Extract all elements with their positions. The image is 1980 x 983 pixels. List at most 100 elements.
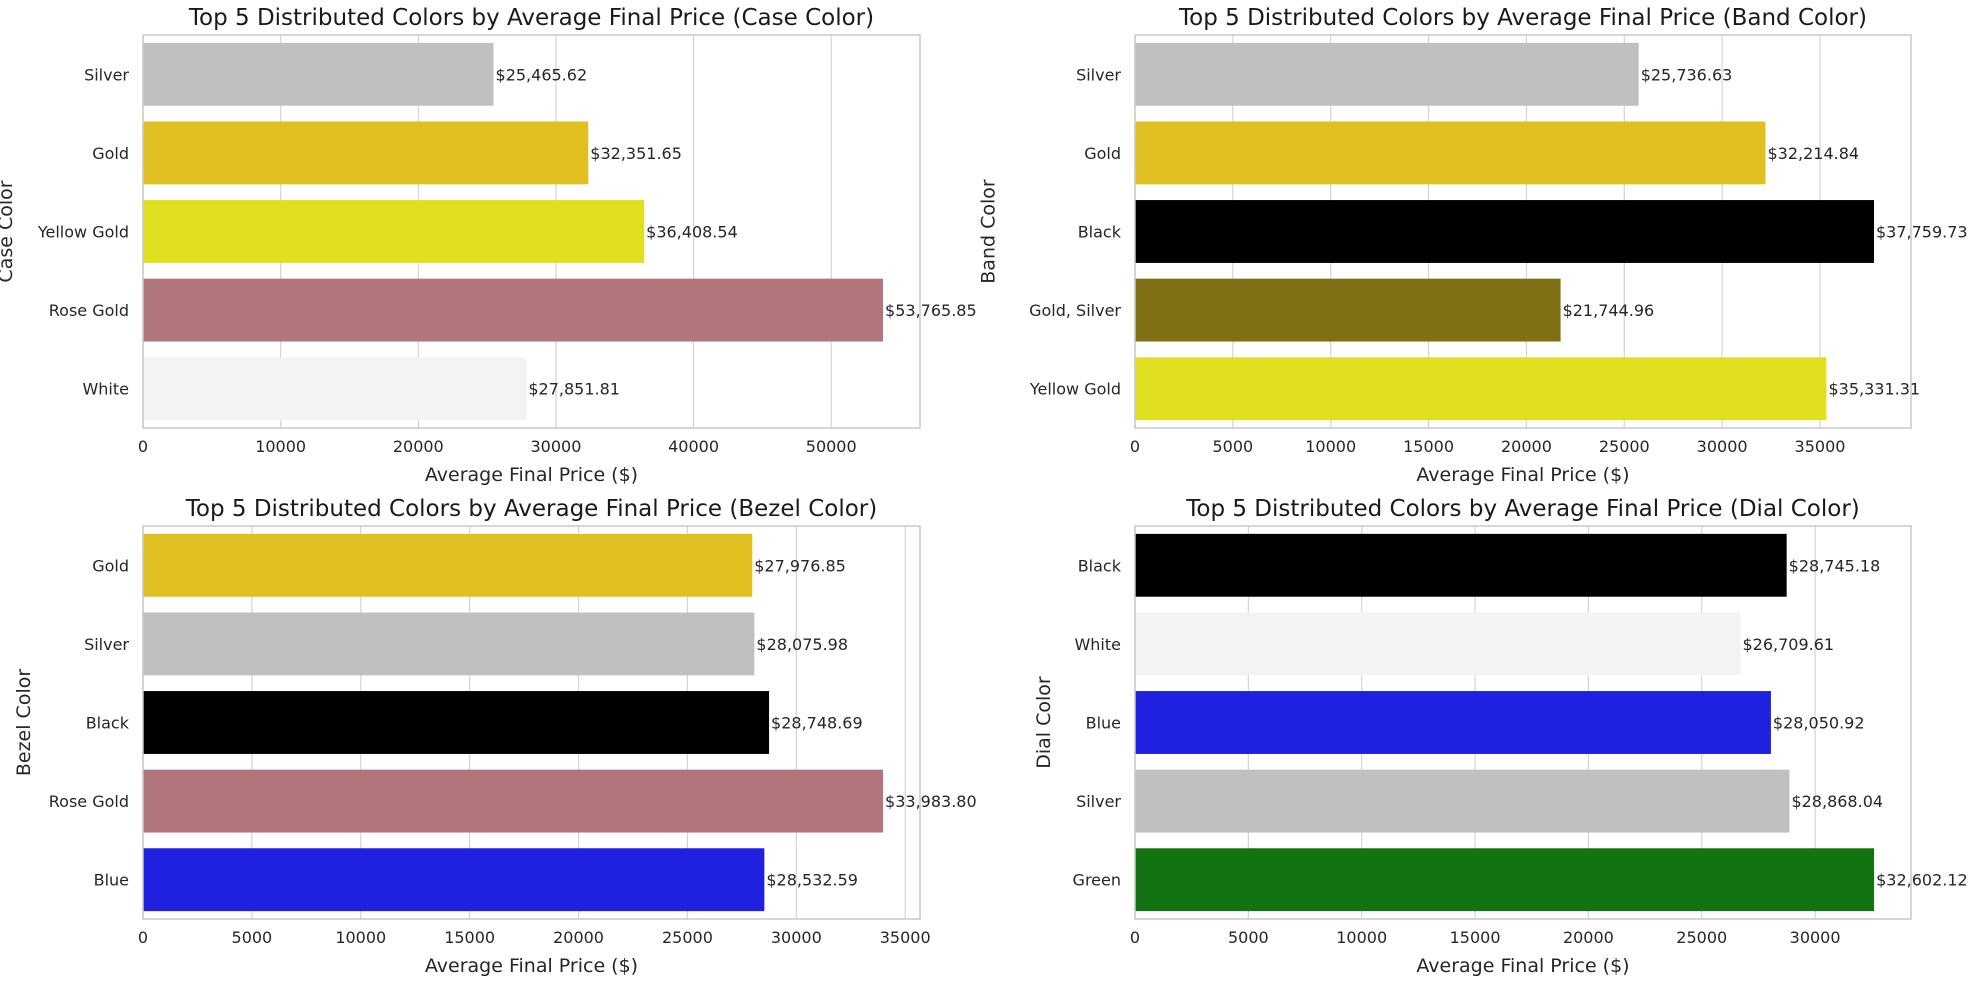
y-tick-label: Black [1078,223,1122,242]
x-tick-label: 25000 [1676,928,1727,947]
x-tick-label: 10000 [1336,928,1387,947]
data-label: $32,602.12 [1876,871,1968,890]
bar-blue [1135,691,1771,754]
chart-title: Top 5 Distributed Colors by Average Fina… [188,5,874,31]
bar-white [143,357,527,421]
data-label: $27,851.81 [528,380,620,399]
y-tick-label: Rose Gold [49,792,129,811]
data-label: $37,759.73 [1876,223,1968,242]
x-tick-label: 10000 [255,437,306,456]
data-label: $25,736.63 [1641,65,1733,84]
y-tick-label: White [1074,635,1121,654]
data-label: $32,214.84 [1767,144,1859,163]
plot-frame [142,34,921,429]
y-tick-label: Gold [1084,144,1121,163]
chart-title: Top 5 Distributed Colors by Average Fina… [1185,496,1860,522]
y-tick-label: Black [1078,556,1122,575]
bar-rose-gold [143,769,884,833]
x-tick-label: 0 [138,437,148,456]
x-tick-label: 15000 [1403,437,1454,456]
data-label: $25,465.62 [496,65,588,84]
bar-gold [143,121,589,185]
x-tick-label: 35000 [1795,437,1846,456]
y-tick-label: Gold [92,144,129,163]
y-tick-label: Rose Gold [49,301,129,320]
chart-title: Top 5 Distributed Colors by Average Fina… [1178,5,1867,31]
y-axis-label: Dial Color [1033,676,1055,769]
x-tick-label: 20000 [553,928,604,947]
data-label: $26,709.61 [1743,635,1835,654]
y-tick-label: Blue [94,871,129,890]
x-tick-label: 40000 [668,437,719,456]
x-tick-label: 25000 [1599,437,1650,456]
y-tick-label: White [82,380,129,399]
y-tick-label: Silver [1076,792,1121,811]
plot-frame [142,525,921,920]
bar-yellow-gold [1135,357,1827,421]
y-tick-label: Black [86,714,130,733]
bar-white [1135,612,1741,676]
bar-gold [1135,121,1766,185]
x-tick-label: 10000 [1305,437,1356,456]
bar-blue [143,848,765,912]
x-tick-label: 35000 [880,928,931,947]
x-tick-label: 50000 [806,437,857,456]
y-axis-label: Case Color [0,180,17,282]
bar-black [1135,200,1875,263]
data-label: $36,408.54 [646,223,738,242]
plot-frame [1134,34,1912,429]
data-label: $28,868.04 [1791,792,1883,811]
x-tick-label: 15000 [444,928,495,947]
x-tick-label: 0 [1130,928,1140,947]
data-label: $53,765.85 [885,301,977,320]
plot-frame [1134,525,1912,920]
bar-gold-silver [1135,278,1561,342]
chart-panel-1: $25,465.62 Silver $32,351.65 Gold $36,408.54… [0,5,977,486]
y-axis-label: Bezel Color [13,669,35,776]
data-label: $28,050.92 [1773,714,1865,733]
x-tick-label: 0 [1130,437,1140,456]
y-tick-label: Silver [84,65,129,84]
x-tick-label: 20000 [1501,437,1552,456]
data-label: $28,532.59 [766,871,858,890]
bar-rose-gold [143,278,884,342]
x-axis-label: Average Final Price ($) [1416,955,1629,977]
x-tick-label: 5000 [232,928,273,947]
y-tick-label: Yellow Gold [37,223,129,242]
y-tick-label: Silver [1076,65,1121,84]
x-tick-label: 5000 [1212,437,1253,456]
chart-panel-2: $25,736.63 Silver $32,214.84 Gold $37,759.73… [978,5,1968,486]
y-tick-label: Blue [1086,714,1121,733]
x-tick-label: 0 [138,928,148,947]
x-tick-label: 5000 [1228,928,1269,947]
data-label: $35,331.31 [1828,380,1920,399]
x-tick-label: 30000 [1697,437,1748,456]
data-label: $28,075.98 [756,635,848,654]
x-axis-label: Average Final Price ($) [425,955,638,977]
chart-title: Top 5 Distributed Colors by Average Fina… [185,496,877,522]
x-axis-label: Average Final Price ($) [425,464,638,486]
bar-silver [1135,769,1790,833]
x-tick-label: 10000 [335,928,386,947]
x-tick-label: 25000 [662,928,713,947]
bar-gold [143,533,753,597]
data-label: $32,351.65 [590,144,682,163]
y-axis-label: Band Color [978,179,1000,284]
data-label: $28,748.69 [771,714,863,733]
bar-yellow-gold [143,200,645,263]
x-tick-label: 15000 [1450,928,1501,947]
bar-green [1135,848,1875,912]
bar-black [1135,533,1787,597]
x-axis-label: Average Final Price ($) [1416,464,1629,486]
data-label: $28,745.18 [1789,556,1881,575]
x-tick-label: 20000 [393,437,444,456]
x-tick-label: 20000 [1563,928,1614,947]
chart-panel-3: $27,976.85 Gold $28,075.98 Silver $28,748.69… [13,496,976,977]
y-tick-label: Silver [84,635,129,654]
bar-silver [1135,42,1639,106]
y-tick-label: Green [1073,871,1121,890]
x-tick-label: 30000 [771,928,822,947]
bar-silver [143,612,755,676]
data-label: $33,983.80 [885,792,977,811]
